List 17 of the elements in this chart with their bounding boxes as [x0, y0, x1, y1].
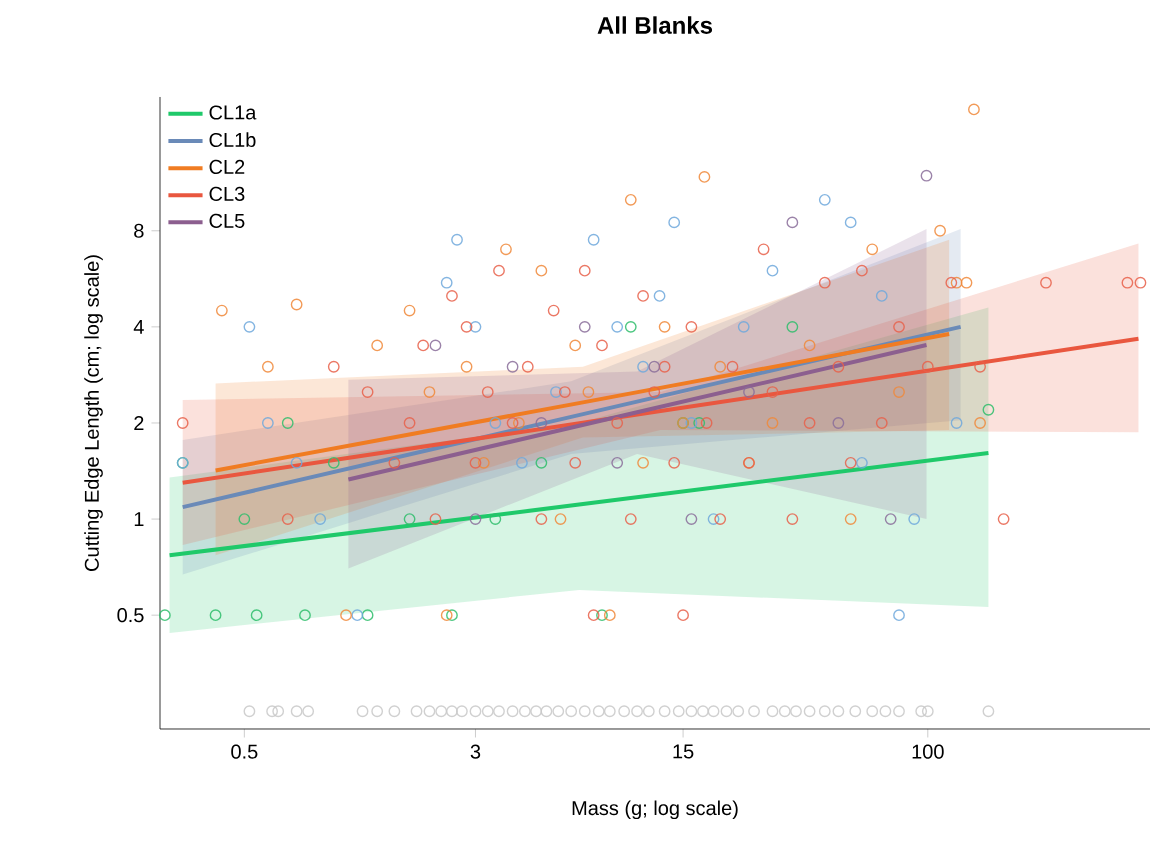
- x-tick-label: 0.5: [231, 744, 258, 759]
- legend-label: CL1a: [209, 105, 257, 120]
- y-tick-label: 8: [134, 223, 144, 238]
- legend-label: CL3: [209, 186, 245, 201]
- legend-label: CL1b: [209, 132, 256, 148]
- y-axis-title: Cutting Edge Length (cm; log scale): [84, 255, 103, 571]
- y-tick-label: 0.5: [117, 608, 144, 623]
- y-tick-label: 1: [134, 512, 144, 526]
- chart-title: All Blanks: [597, 16, 713, 34]
- y-tick-label: 2: [134, 416, 144, 430]
- x-tick-label: 3: [470, 744, 481, 759]
- x-tick-label: 100: [912, 744, 944, 759]
- x-axis-title: Mass (g; log scale): [572, 800, 738, 820]
- x-tick-label: 15: [673, 744, 694, 759]
- y-tick-label: 4: [133, 319, 144, 334]
- legend-label: CL5: [209, 213, 245, 228]
- legend-label: CL2: [209, 159, 245, 174]
